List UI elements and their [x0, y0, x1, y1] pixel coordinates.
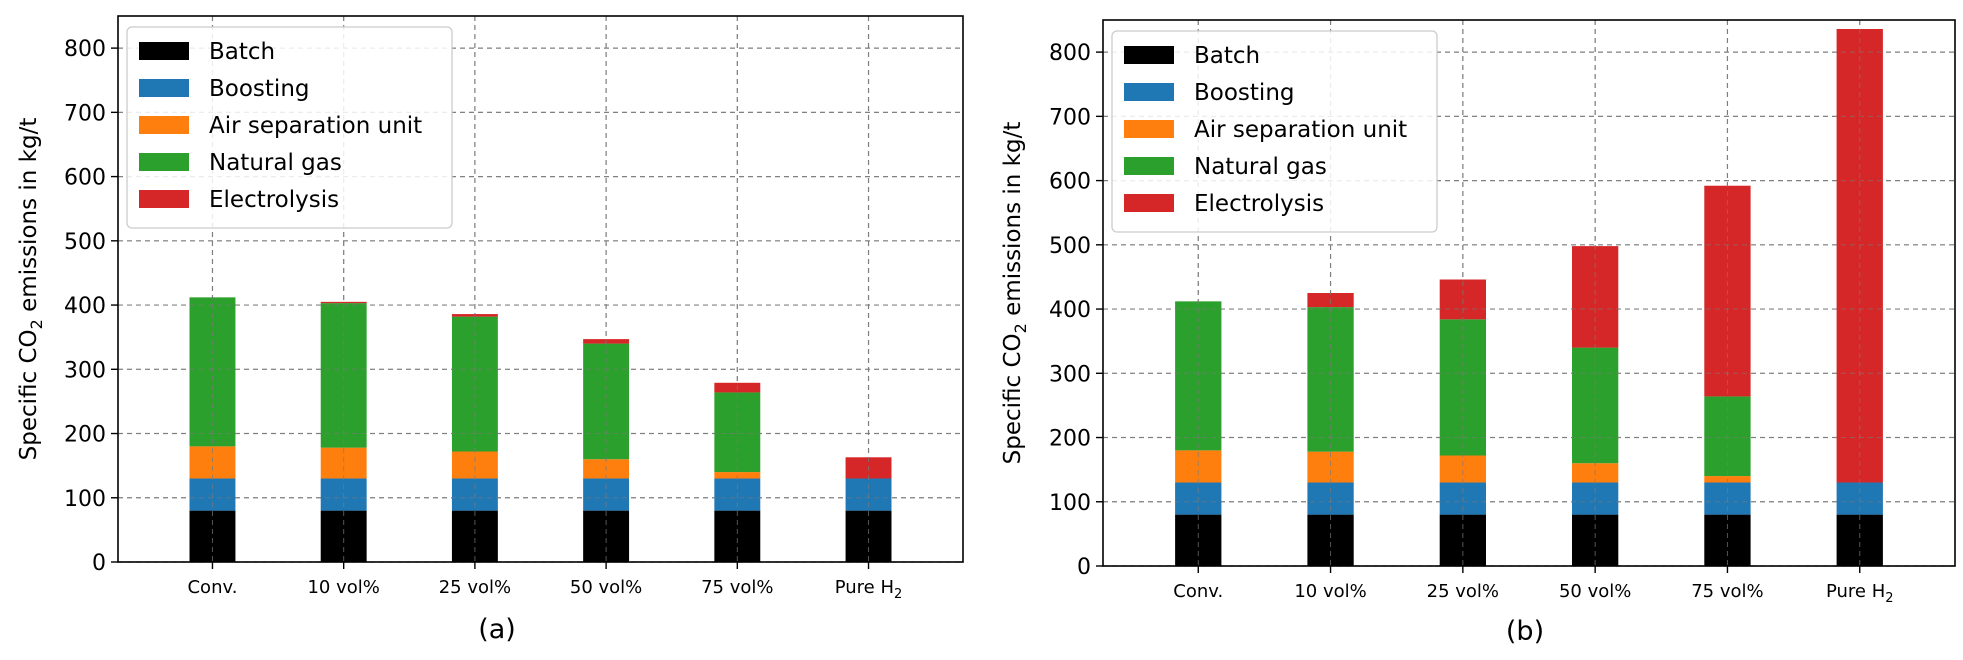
y-tick-label: 600	[1049, 170, 1091, 195]
bar-segment	[1307, 514, 1354, 566]
x-tick-label-subscript: 2	[894, 587, 902, 602]
y-axis-label-part: Specific CO	[1000, 333, 1026, 464]
y-tick-label: 400	[64, 294, 106, 319]
y-tick-label: 700	[64, 101, 106, 126]
y-tick-label: 0	[92, 551, 106, 576]
legend-label: Boosting	[1194, 80, 1295, 106]
y-axis-label: Specific CO2 emissions in kg/t	[16, 118, 46, 461]
y-tick-label: 400	[1049, 298, 1091, 323]
y-tick-label: 700	[1049, 105, 1091, 130]
bar-segment	[1439, 514, 1487, 566]
legend-label: Batch	[209, 39, 275, 65]
legend-swatch	[1124, 194, 1174, 212]
bar-segment	[1836, 514, 1883, 566]
x-tick-label-subscript: 2	[1885, 591, 1893, 606]
legend-label: Electrolysis	[209, 187, 339, 213]
x-tick-label: 50 vol%	[570, 577, 642, 598]
bar-segment	[320, 510, 367, 562]
bar-segment	[583, 510, 630, 562]
y-tick-label: 500	[64, 230, 106, 255]
legend-swatch	[1124, 157, 1174, 175]
y-tick-label: 100	[64, 487, 106, 512]
legend-swatch	[1124, 83, 1174, 101]
y-axis-label-part: emissions in kg/t	[16, 118, 42, 320]
axes-frame	[1102, 19, 1956, 567]
x-tick-label: 50 vol%	[1559, 581, 1631, 602]
legend-label: Boosting	[209, 76, 310, 102]
legend-box	[126, 26, 453, 229]
bar-segment	[1571, 246, 1619, 348]
bar-segment	[1704, 514, 1751, 566]
y-tick-label: 600	[64, 166, 106, 191]
legend-swatch	[139, 79, 189, 97]
legend-label: Air separation unit	[209, 113, 422, 139]
legend-swatch	[139, 116, 189, 134]
bar-segment	[1439, 455, 1487, 483]
bar-segment	[1571, 514, 1619, 566]
x-tick-label: Conv.	[187, 577, 237, 598]
y-tick-label: 800	[64, 37, 106, 62]
y-axis-label-part: 2	[1011, 323, 1030, 333]
y-tick-label: 100	[1049, 491, 1091, 516]
x-tick-label: 75 vol%	[701, 577, 773, 598]
legend-swatch	[1124, 46, 1174, 64]
legend-swatch	[1124, 120, 1174, 138]
bar-segment	[845, 510, 892, 562]
legend-swatch	[139, 190, 189, 208]
bar-segment	[714, 510, 761, 562]
panel-caption: (a)	[478, 614, 516, 645]
bar-segment	[451, 510, 498, 562]
legend: Batch Boosting Air separation unit Natural …	[126, 26, 453, 229]
bar-segment	[1439, 319, 1487, 456]
y-axis-label-part: 2	[27, 319, 46, 329]
legend-label: Natural gas	[209, 150, 342, 176]
legend-label: Natural gas	[1194, 154, 1327, 180]
chart-panel-a: 0 100 200 300 400 500 600 700 800 Conv. 10 vol% 25 …	[16, 15, 964, 645]
y-tick-label: 0	[1077, 555, 1091, 580]
bar-segment	[451, 451, 498, 479]
y-tick-label: 200	[64, 423, 106, 448]
x-tick-label: Pure H2	[1826, 581, 1894, 606]
y-axis-label: Specific CO2 emissions in kg/t	[1000, 122, 1030, 465]
legend-label: Air separation unit	[1194, 117, 1407, 143]
legend-label: Batch	[1194, 43, 1260, 69]
legend-swatch	[139, 153, 189, 171]
x-tick-label: 25 vol%	[439, 577, 511, 598]
bar-segment	[320, 301, 367, 304]
legend-swatch	[139, 42, 189, 60]
y-tick-label: 300	[1049, 362, 1091, 387]
axes-frame	[117, 15, 964, 563]
bar-segment	[189, 510, 236, 562]
y-axis-label-part: emissions in kg/t	[1000, 122, 1026, 324]
bar-segment	[451, 316, 498, 452]
x-tick-label: Pure H2	[835, 577, 903, 602]
x-tick-label: Conv.	[1173, 581, 1223, 602]
legend-box	[1111, 30, 1438, 233]
legend-label: Electrolysis	[1194, 191, 1324, 217]
x-tick-label: 10 vol%	[307, 577, 379, 598]
legend: Batch Boosting Air separation unit Natural …	[1111, 30, 1438, 233]
y-tick-label: 300	[64, 358, 106, 383]
y-tick-label: 500	[1049, 234, 1091, 259]
y-tick-label: 200	[1049, 427, 1091, 452]
y-tick-label: 800	[1049, 41, 1091, 66]
panel-caption: (b)	[1506, 616, 1544, 647]
bar-segment	[1175, 514, 1222, 566]
x-tick-label: 25 vol%	[1427, 581, 1499, 602]
y-axis-label-part: Specific CO	[16, 329, 42, 460]
x-tick-label: 10 vol%	[1294, 581, 1366, 602]
x-tick-label: 75 vol%	[1691, 581, 1763, 602]
chart-panel-b: 0 100 200 300 400 500 600 700 800 Conv. 10 vol% 25 …	[1000, 19, 1956, 647]
